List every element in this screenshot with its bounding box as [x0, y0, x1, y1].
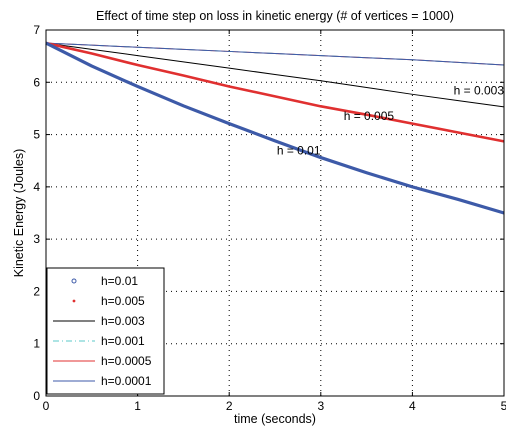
curve-annotation: h = 0.003 [454, 83, 505, 97]
series-line-h-0-01 [45, 41, 505, 215]
curve-annotation: h = 0.01 [277, 143, 321, 157]
legend-label: h=0.0001 [101, 374, 152, 388]
y-axis-label: Kinetic Energy (Joules) [12, 149, 26, 278]
series-line-h-0-005 [45, 41, 505, 143]
axis-ticks: 0 1 2 3 4 5 0 1 2 3 4 5 6 7 [33, 23, 506, 413]
y-tick-label: 0 [33, 389, 40, 403]
x-axis-label: time (seconds) [234, 412, 316, 426]
y-tick-label: 2 [33, 284, 40, 298]
x-tick-label: 5 [501, 399, 506, 413]
legend-label: h=0.005 [101, 294, 145, 308]
chart-title: Effect of time step on loss in kinetic e… [96, 9, 454, 23]
annotation-layer: h = 0.003 h = 0.005 h = 0.01 [277, 83, 504, 157]
curve-annotation: h = 0.005 [344, 109, 395, 123]
x-tick-label: 1 [134, 399, 141, 413]
legend-label: h=0.003 [101, 314, 145, 328]
series-line-h-0-0001 [45, 42, 505, 66]
series-line-h-0-003 [45, 42, 505, 108]
plot-frame [45, 29, 505, 397]
legend-label: h=0.01 [101, 274, 138, 288]
y-tick-label: 7 [33, 23, 40, 37]
legend-label: h=0.001 [101, 334, 145, 348]
y-tick-label: 4 [33, 180, 40, 194]
y-tick-label: 5 [33, 128, 40, 142]
x-tick-label: 3 [317, 399, 324, 413]
legend-marker [72, 299, 76, 303]
x-tick-label: 0 [43, 399, 50, 413]
legend: h=0.01 h=0.005 h=0.003 h=0.001 h=0.0005 h=0.0… [46, 267, 165, 395]
legend-marker [71, 278, 77, 284]
series-layer [45, 41, 505, 215]
y-tick-label: 3 [33, 232, 40, 246]
x-tick-label: 4 [409, 399, 416, 413]
legend-box [46, 267, 165, 395]
x-tick-label: 2 [226, 399, 233, 413]
y-tick-label: 1 [33, 337, 40, 351]
legend-label: h=0.0005 [101, 354, 152, 368]
y-tick-label: 6 [33, 75, 40, 89]
